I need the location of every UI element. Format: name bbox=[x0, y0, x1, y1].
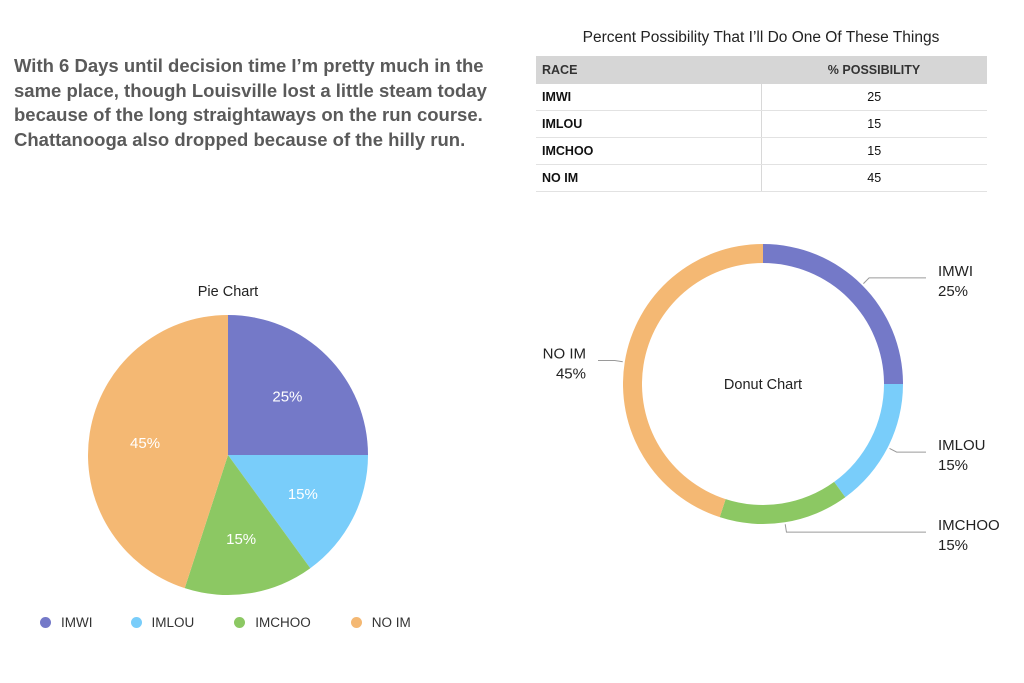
pie-slice bbox=[88, 315, 229, 589]
donut-leader-line bbox=[784, 524, 926, 533]
donut-data-label: 25% bbox=[938, 283, 968, 300]
pie-slice bbox=[184, 455, 311, 596]
donut-data-label: 15% bbox=[938, 457, 968, 474]
possibility-cell: 25 bbox=[761, 84, 987, 111]
possibility-cell: 45 bbox=[761, 164, 987, 192]
legend-swatch bbox=[40, 617, 51, 628]
legend-item: IMWI bbox=[40, 615, 93, 630]
legend-swatch bbox=[350, 617, 362, 628]
pie-data-label: 15% bbox=[226, 531, 256, 548]
table-row: NO IM 45 bbox=[536, 164, 987, 192]
race-cell: IMCHOO bbox=[536, 137, 762, 165]
legend-swatch bbox=[234, 617, 246, 628]
possibility-table: RACE % POSSIBILITY IMWI 25 IMLOU 15 IMCH… bbox=[536, 56, 987, 192]
donut-leader-line bbox=[598, 360, 623, 363]
table-header-row: RACE % POSSIBILITY bbox=[536, 56, 987, 84]
table-title: Percent Possibility That I’ll Do One Of … bbox=[582, 29, 940, 46]
table-row: IMWI 25 bbox=[536, 84, 987, 111]
donut-segment bbox=[763, 244, 903, 384]
legend-label: NO IM bbox=[371, 615, 411, 630]
intro-paragraph: With 6 Days until decision time I’m pret… bbox=[14, 55, 487, 150]
pie-data-label: 45% bbox=[130, 435, 160, 452]
legend-label: IMWI bbox=[61, 615, 93, 630]
legend-item: IMLOU bbox=[130, 615, 195, 630]
legend-item: NO IM bbox=[350, 615, 411, 630]
table-row: IMCHOO 15 bbox=[536, 137, 987, 165]
pie-chart-title: Pie Chart bbox=[198, 284, 258, 300]
donut-category-label: NO IM bbox=[543, 346, 586, 363]
legend-label: IMLOU bbox=[151, 615, 195, 630]
possibility-cell: 15 bbox=[761, 110, 987, 138]
possibility-cell: 15 bbox=[761, 137, 987, 165]
donut-segment bbox=[623, 244, 763, 518]
pie-slice bbox=[228, 315, 368, 455]
donut-data-label: 45% bbox=[556, 366, 586, 383]
donut-segment bbox=[719, 481, 846, 524]
pie-data-label: 15% bbox=[288, 486, 318, 503]
donut-category-label: IMWI bbox=[938, 263, 973, 280]
race-cell: IMWI bbox=[536, 84, 762, 111]
legend-swatch bbox=[130, 617, 142, 628]
race-cell: NO IM bbox=[536, 164, 762, 192]
donut-chart: IMWI 25% IMLOU 15% IMCHOO 15% NO IM 45% bbox=[543, 244, 1000, 554]
race-cell: IMLOU bbox=[536, 110, 762, 138]
donut-segment bbox=[834, 384, 903, 498]
legend-label: IMCHOO bbox=[255, 615, 311, 630]
pie-data-label: 25% bbox=[272, 389, 302, 406]
pie-chart: 25% 15% 15% 45% bbox=[88, 315, 368, 596]
column-header-possibility: % POSSIBILITY bbox=[761, 56, 987, 84]
donut-data-label: 15% bbox=[938, 537, 968, 554]
donut-category-label: IMCHOO bbox=[938, 517, 1000, 534]
donut-chart-title: Donut Chart bbox=[724, 377, 802, 393]
table-row: IMLOU 15 bbox=[536, 110, 987, 138]
pie-legend: IMWI IMLOU IMCHOO NO IM bbox=[40, 615, 441, 630]
column-header-race: RACE bbox=[536, 56, 761, 84]
donut-leader-line bbox=[863, 277, 926, 284]
donut-leader-line bbox=[889, 448, 926, 453]
donut-category-label: IMLOU bbox=[938, 437, 986, 454]
pie-slice bbox=[228, 455, 368, 569]
legend-item: IMCHOO bbox=[234, 615, 311, 630]
